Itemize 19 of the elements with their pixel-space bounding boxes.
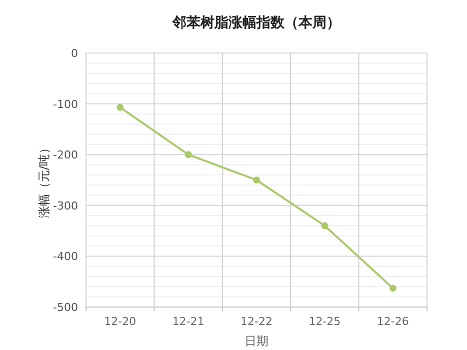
y-tick-label: -500 — [53, 301, 78, 314]
point — [389, 284, 396, 292]
x-tick-label: 12-22 — [240, 315, 272, 328]
x-tick-label: 12-25 — [308, 315, 341, 328]
y-tick-label: -300 — [53, 199, 78, 212]
y-tick-label: -200 — [53, 148, 78, 162]
point — [253, 176, 260, 184]
y-tick-label: -400 — [53, 250, 78, 264]
x-axis-title: 日期 — [244, 334, 268, 348]
y-tick-label: 0 — [71, 47, 78, 60]
x-tick-label: 12-20 — [104, 315, 136, 328]
point — [184, 151, 192, 158]
point — [321, 222, 328, 230]
y-axis-title: 涨幅（元/吨） — [37, 142, 51, 218]
x-tick-label: 12-26 — [376, 315, 409, 328]
x-tick-label: 12-21 — [172, 315, 204, 328]
chart-title: 邻苯树脂涨幅指数（本周） — [172, 15, 340, 31]
y-tick-label: -100 — [53, 98, 78, 111]
point — [116, 104, 124, 111]
